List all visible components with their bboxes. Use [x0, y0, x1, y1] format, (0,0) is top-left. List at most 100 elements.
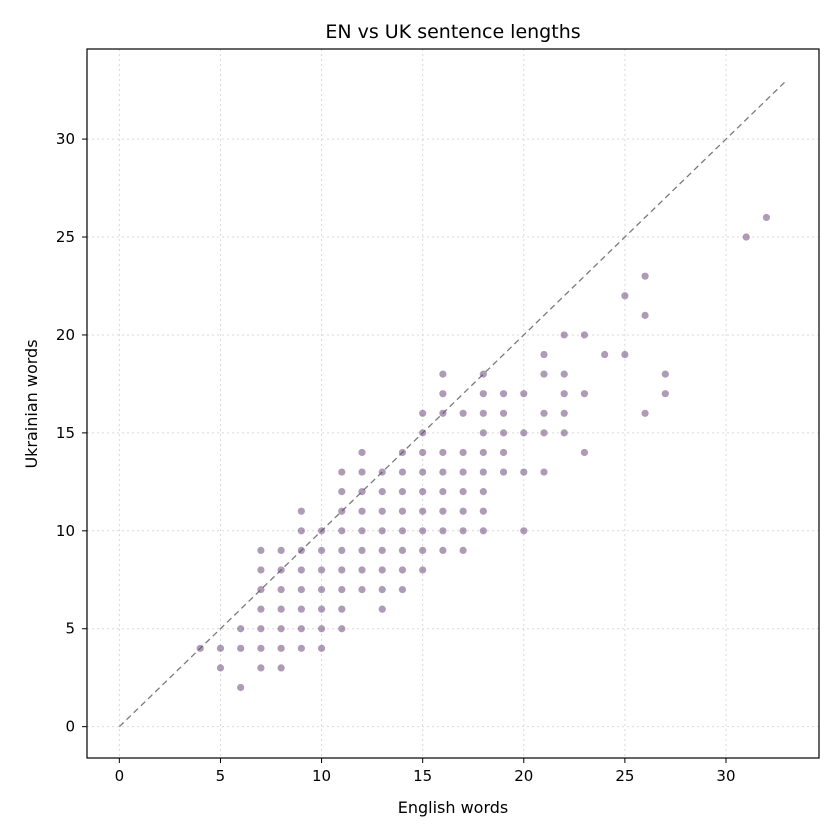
chart-title: EN vs UK sentence lengths: [325, 21, 580, 43]
data-point: [560, 409, 568, 417]
data-point: [762, 213, 771, 222]
data-point: [419, 527, 427, 535]
data-point: [419, 429, 427, 437]
data-point: [297, 566, 305, 574]
data-point: [398, 448, 407, 457]
data-point: [520, 468, 528, 476]
x-tick-label: 25: [615, 767, 634, 785]
data-point: [459, 507, 467, 515]
data-point: [338, 468, 346, 476]
data-point: [540, 468, 548, 476]
data-point: [378, 546, 386, 554]
data-point: [317, 605, 326, 613]
data-point: [398, 566, 407, 574]
data-point: [338, 488, 346, 496]
data-point: [338, 585, 346, 594]
data-point: [459, 448, 467, 457]
data-point: [297, 644, 305, 652]
data-point: [499, 390, 508, 398]
y-tick-label: 10: [56, 522, 75, 540]
data-point: [358, 546, 366, 554]
data-point: [601, 350, 609, 359]
data-point: [317, 566, 326, 574]
data-point: [358, 468, 366, 476]
x-tick-label: 20: [514, 767, 533, 785]
data-points: [196, 213, 771, 692]
data-point: [439, 527, 447, 535]
x-tick-label: 30: [716, 767, 735, 785]
data-point: [419, 409, 427, 417]
data-point: [580, 331, 589, 339]
data-point: [297, 625, 305, 633]
data-point: [479, 429, 487, 437]
y-tick-label: 25: [56, 228, 75, 246]
data-point: [621, 350, 629, 359]
data-point: [398, 507, 407, 515]
data-point: [297, 605, 305, 613]
data-point: [338, 507, 346, 515]
data-point: [621, 292, 629, 300]
data-point: [297, 507, 305, 515]
data-point: [439, 488, 447, 496]
data-point: [439, 448, 447, 457]
data-point: [459, 546, 467, 554]
data-point: [419, 566, 427, 574]
data-point: [378, 507, 386, 515]
data-point: [641, 409, 649, 417]
data-point: [398, 488, 407, 496]
data-point: [257, 585, 265, 594]
data-point: [317, 546, 326, 554]
data-point: [398, 585, 407, 594]
data-point: [358, 488, 366, 496]
data-point: [297, 527, 305, 535]
x-axis-label: English words: [398, 798, 509, 817]
data-point: [237, 625, 245, 633]
data-point: [378, 605, 386, 613]
data-point: [338, 605, 346, 613]
data-point: [277, 546, 285, 554]
data-point: [459, 488, 467, 496]
axis-ticks: 0 5 10 15 20 25 30 0 5 10 15 20 25 30: [56, 130, 736, 785]
data-point: [520, 390, 528, 398]
data-point: [277, 644, 285, 652]
data-point: [439, 468, 447, 476]
data-point: [358, 585, 366, 594]
data-point: [378, 585, 386, 594]
data-point: [358, 566, 366, 574]
data-point: [479, 468, 487, 476]
reference-line-y-equals-x: [118, 79, 788, 728]
data-point: [196, 644, 204, 652]
data-point: [338, 566, 346, 574]
x-tick-label: 15: [413, 767, 432, 785]
data-point: [641, 311, 649, 319]
data-point: [499, 448, 508, 457]
data-point: [257, 546, 265, 554]
data-point: [641, 272, 649, 280]
data-point: [479, 507, 487, 515]
y-tick-label: 15: [56, 424, 75, 442]
data-point: [479, 527, 487, 535]
data-point: [378, 566, 386, 574]
data-point: [358, 507, 366, 515]
data-point: [277, 585, 285, 594]
data-point: [742, 233, 750, 241]
grid-lines: [87, 49, 819, 758]
data-point: [439, 370, 447, 378]
data-point: [378, 527, 386, 535]
data-point: [540, 429, 548, 437]
data-point: [560, 390, 568, 398]
y-tick-label: 20: [56, 326, 75, 344]
y-axis-label: Ukrainian words: [22, 339, 41, 468]
data-point: [479, 370, 487, 378]
data-point: [338, 625, 346, 633]
data-point: [378, 468, 386, 476]
data-point: [661, 390, 669, 398]
data-point: [277, 625, 285, 633]
data-point: [378, 488, 386, 496]
data-point: [419, 546, 427, 554]
y-tick-label: 5: [65, 620, 75, 638]
plot-frame: [86, 48, 820, 759]
data-point: [398, 527, 407, 535]
y-tick-label: 0: [65, 718, 75, 736]
